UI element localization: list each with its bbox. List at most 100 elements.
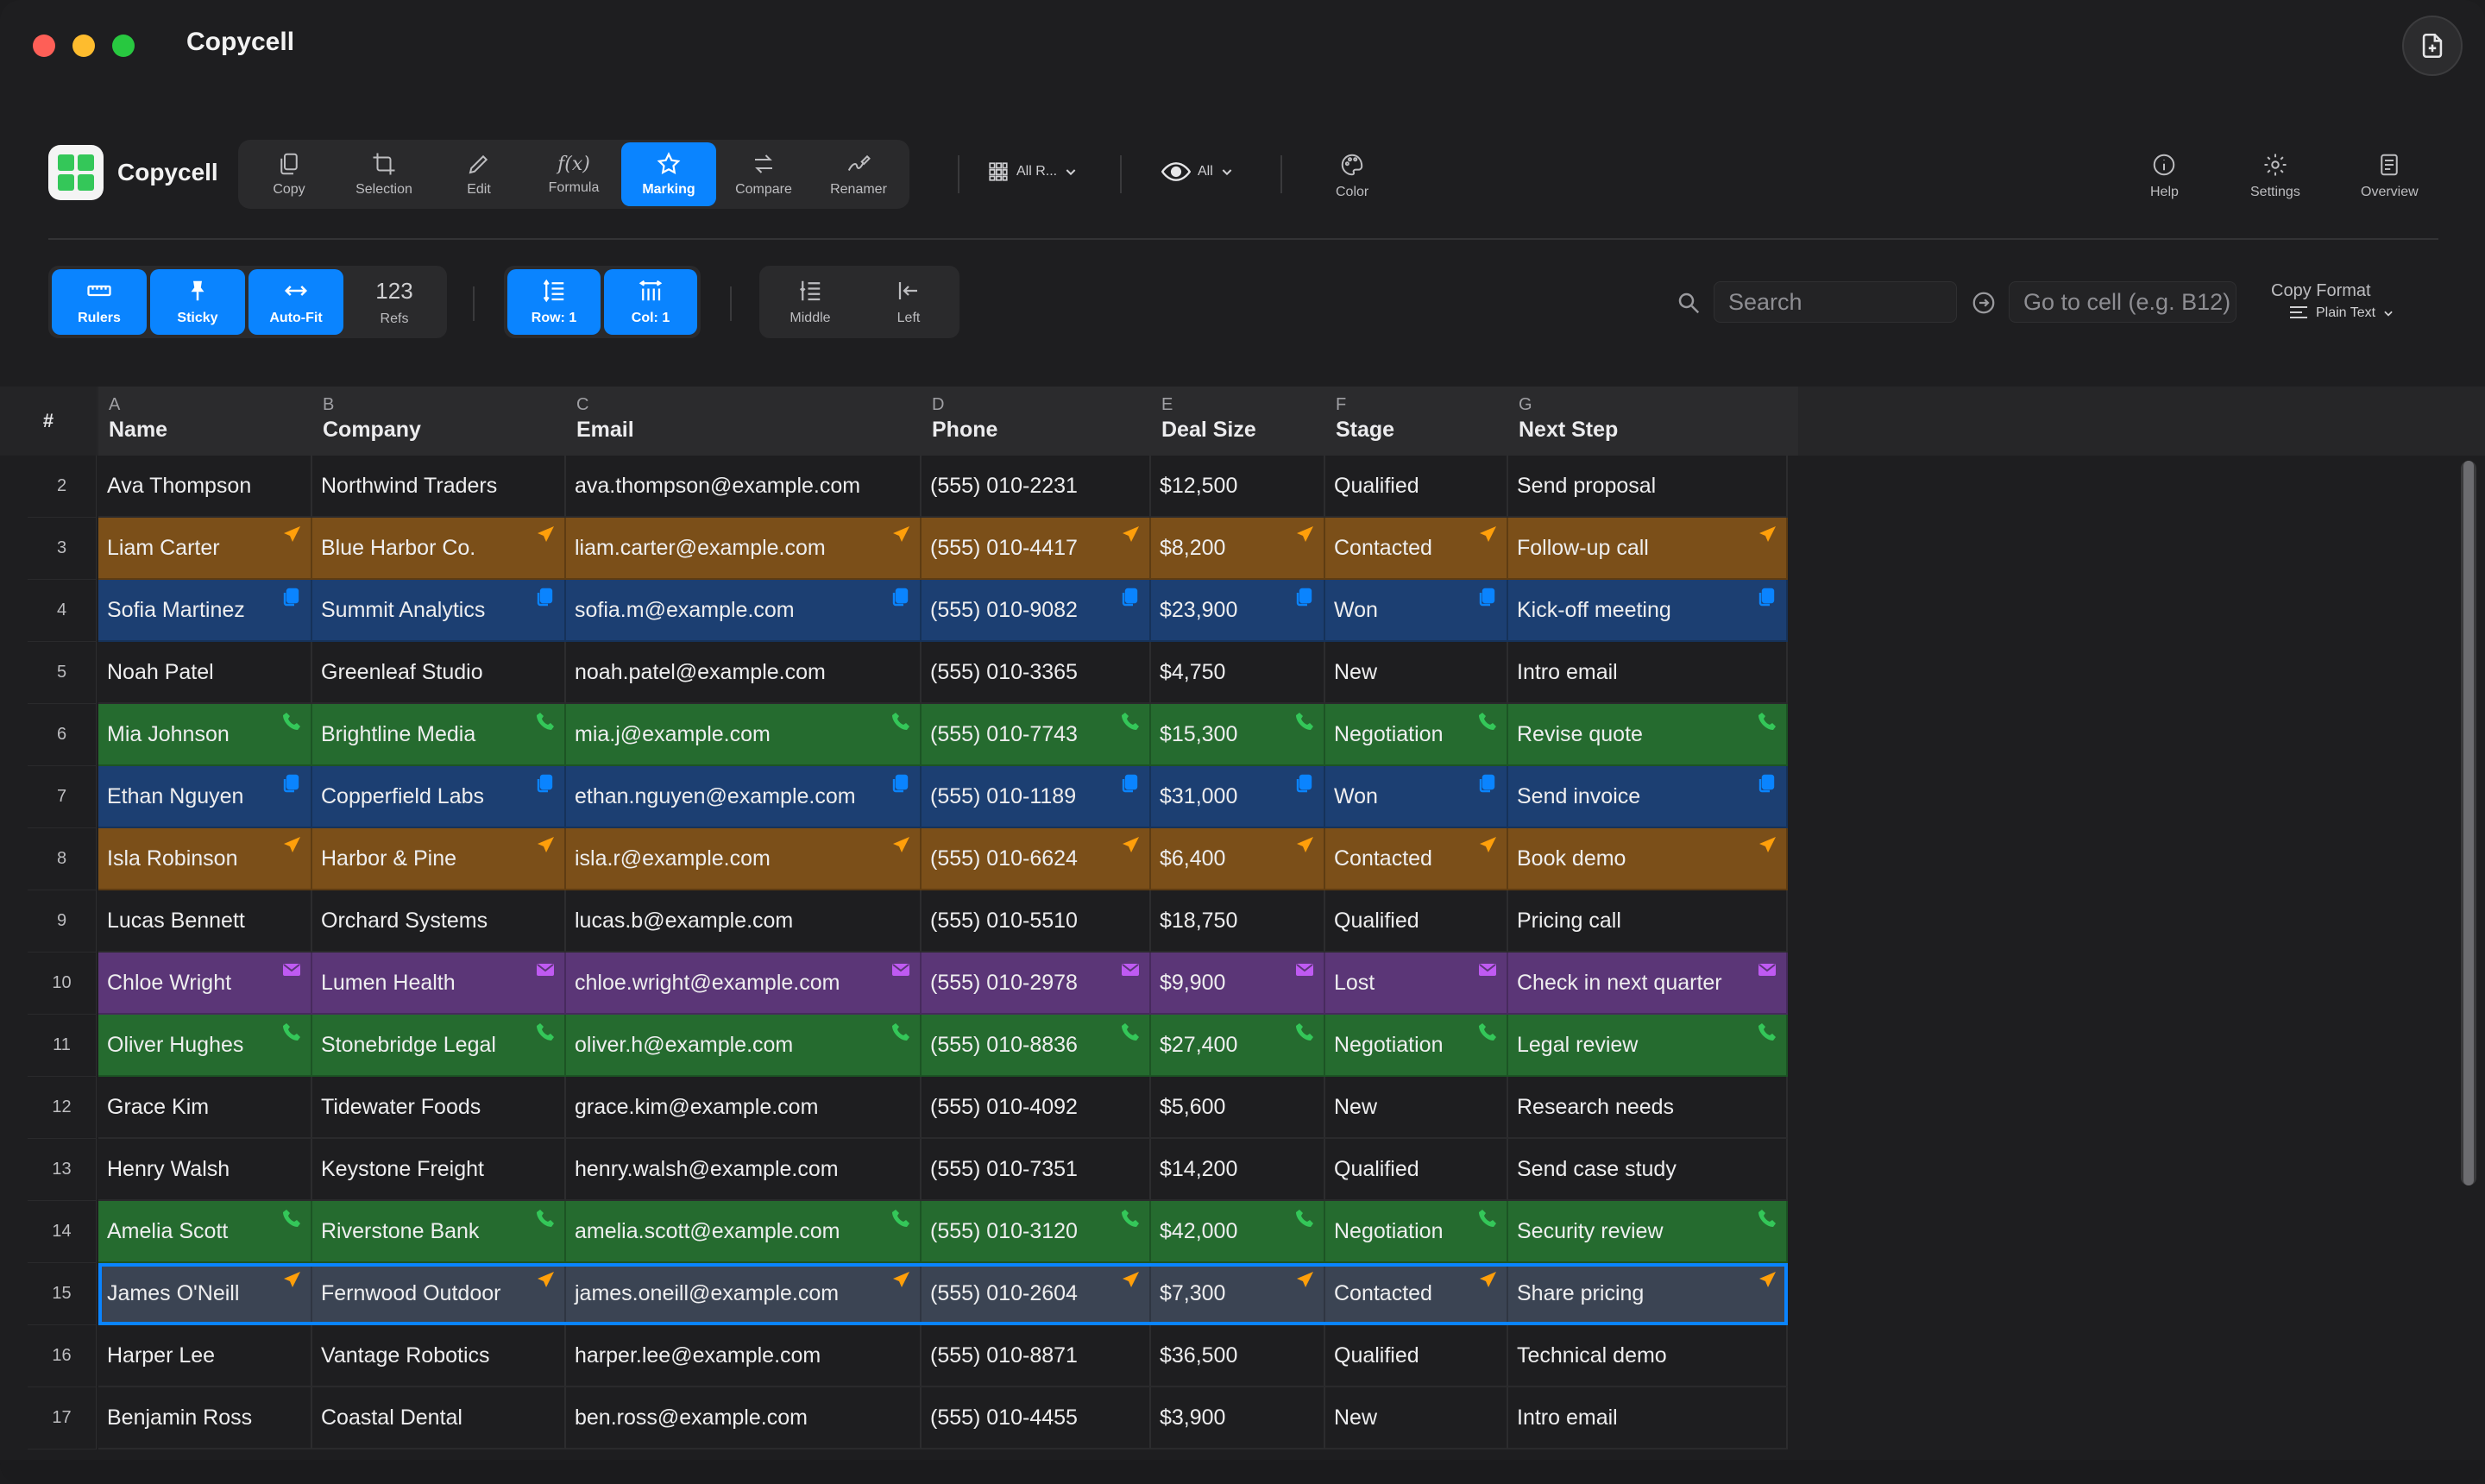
table-cell[interactable]: Pricing call (1508, 890, 1788, 953)
table-cell[interactable]: Coastal Dental (312, 1387, 566, 1449)
table-cell[interactable]: Negotiation (1325, 704, 1508, 766)
table-cell[interactable]: Grace Kim (98, 1077, 312, 1139)
table-cell[interactable]: $27,400 (1151, 1015, 1325, 1077)
align-middle-button[interactable]: Middle (763, 269, 858, 335)
freeze-col-button[interactable]: Col: 1 (604, 269, 697, 335)
table-cell[interactable]: $9,900 (1151, 953, 1325, 1015)
table-cell[interactable]: New (1325, 642, 1508, 704)
table-cell[interactable]: Send invoice (1508, 766, 1788, 828)
selection-tool-button[interactable]: Selection (337, 142, 431, 206)
table-cell[interactable]: Send case study (1508, 1139, 1788, 1201)
table-cell[interactable]: Chloe Wright (98, 953, 312, 1015)
table-cell[interactable]: New (1325, 1077, 1508, 1139)
table-cell[interactable]: Lucas Bennett (98, 890, 312, 953)
table-cell[interactable]: Negotiation (1325, 1015, 1508, 1077)
row-number[interactable]: 5 (28, 642, 97, 704)
row-number[interactable]: 13 (28, 1139, 97, 1201)
table-cell[interactable]: Ava Thompson (98, 456, 312, 518)
table-cell[interactable]: noah.patel@example.com (566, 642, 922, 704)
row-number[interactable]: 4 (28, 580, 97, 642)
column-header[interactable]: C Email (566, 387, 922, 456)
close-window-button[interactable] (33, 35, 55, 57)
table-cell[interactable]: $36,500 (1151, 1325, 1325, 1387)
row-number[interactable]: 2 (28, 456, 97, 518)
rows-filter-dropdown[interactable]: All R... (987, 160, 1078, 183)
table-cell[interactable]: Send proposal (1508, 456, 1788, 518)
table-cell[interactable]: $14,200 (1151, 1139, 1325, 1201)
table-cell[interactable]: (555) 010-1189 (922, 766, 1151, 828)
table-cell[interactable]: Oliver Hughes (98, 1015, 312, 1077)
table-cell[interactable]: Stonebridge Legal (312, 1015, 566, 1077)
table-cell[interactable]: isla.r@example.com (566, 828, 922, 890)
minimize-window-button[interactable] (72, 35, 95, 57)
column-header[interactable]: E Deal Size (1151, 387, 1325, 456)
table-cell[interactable]: (555) 010-3365 (922, 642, 1151, 704)
table-cell[interactable]: Orchard Systems (312, 890, 566, 953)
table-cell[interactable]: Revise quote (1508, 704, 1788, 766)
table-cell[interactable]: (555) 010-8871 (922, 1325, 1151, 1387)
table-cell[interactable]: Intro email (1508, 642, 1788, 704)
row-number[interactable]: 14 (28, 1201, 97, 1263)
column-header[interactable]: F Stage (1325, 387, 1508, 456)
table-cell[interactable]: Isla Robinson (98, 828, 312, 890)
edit-tool-button[interactable]: Edit (431, 142, 526, 206)
table-cell[interactable]: Follow-up call (1508, 518, 1788, 580)
row-number[interactable]: 17 (28, 1387, 97, 1449)
settings-button[interactable]: Settings (2250, 152, 2300, 200)
table-cell[interactable]: (555) 010-6624 (922, 828, 1151, 890)
table-cell[interactable]: $6,400 (1151, 828, 1325, 890)
column-header[interactable]: D Phone (922, 387, 1151, 456)
table-cell[interactable]: (555) 010-7351 (922, 1139, 1151, 1201)
refs-button[interactable]: 123 Refs (347, 269, 442, 335)
table-cell[interactable]: henry.walsh@example.com (566, 1139, 922, 1201)
table-cell[interactable]: Vantage Robotics (312, 1325, 566, 1387)
formula-tool-button[interactable]: f(x) Formula (526, 142, 621, 206)
copy-format-dropdown[interactable]: Plain Text (2288, 305, 2394, 322)
table-cell[interactable]: (555) 010-8836 (922, 1015, 1151, 1077)
table-cell[interactable]: (555) 010-3120 (922, 1201, 1151, 1263)
table-cell[interactable]: Liam Carter (98, 518, 312, 580)
table-cell[interactable]: Northwind Traders (312, 456, 566, 518)
table-cell[interactable]: (555) 010-2604 (922, 1263, 1151, 1325)
table-cell[interactable]: (555) 010-4092 (922, 1077, 1151, 1139)
table-cell[interactable]: Qualified (1325, 890, 1508, 953)
table-cell[interactable]: Negotiation (1325, 1201, 1508, 1263)
table-cell[interactable]: $3,900 (1151, 1387, 1325, 1449)
table-cell[interactable]: Kick-off meeting (1508, 580, 1788, 642)
table-cell[interactable]: (555) 010-4455 (922, 1387, 1151, 1449)
table-cell[interactable]: ben.ross@example.com (566, 1387, 922, 1449)
renamer-tool-button[interactable]: Renamer (811, 142, 906, 206)
goto-cell-field[interactable] (2009, 281, 2236, 323)
row-number[interactable]: 8 (28, 828, 97, 890)
table-cell[interactable]: $23,900 (1151, 580, 1325, 642)
column-header[interactable]: A Name (98, 387, 312, 456)
table-cell[interactable]: Contacted (1325, 518, 1508, 580)
overview-button[interactable]: Overview (2361, 152, 2419, 200)
row-number[interactable]: 16 (28, 1325, 97, 1387)
table-cell[interactable]: Intro email (1508, 1387, 1788, 1449)
table-cell[interactable]: oliver.h@example.com (566, 1015, 922, 1077)
table-cell[interactable]: Won (1325, 580, 1508, 642)
table-cell[interactable]: Fernwood Outdoor (312, 1263, 566, 1325)
table-cell[interactable]: (555) 010-5510 (922, 890, 1151, 953)
table-cell[interactable]: $8,200 (1151, 518, 1325, 580)
table-cell[interactable]: Lost (1325, 953, 1508, 1015)
row-number[interactable]: 11 (28, 1015, 97, 1077)
search-field[interactable] (1714, 281, 1957, 323)
go-arrow-icon[interactable] (1971, 290, 1997, 316)
row-number[interactable]: 12 (28, 1077, 97, 1139)
table-cell[interactable]: james.oneill@example.com (566, 1263, 922, 1325)
table-cell[interactable]: Henry Walsh (98, 1139, 312, 1201)
table-cell[interactable]: New (1325, 1387, 1508, 1449)
table-cell[interactable]: Noah Patel (98, 642, 312, 704)
table-cell[interactable]: Sofia Martinez (98, 580, 312, 642)
table-cell[interactable]: (555) 010-9082 (922, 580, 1151, 642)
scrollbar-thumb[interactable] (2463, 461, 2474, 1185)
table-cell[interactable]: grace.kim@example.com (566, 1077, 922, 1139)
table-cell[interactable]: Blue Harbor Co. (312, 518, 566, 580)
table-cell[interactable]: (555) 010-2231 (922, 456, 1151, 518)
table-cell[interactable]: $15,300 (1151, 704, 1325, 766)
table-cell[interactable]: lucas.b@example.com (566, 890, 922, 953)
table-cell[interactable]: Qualified (1325, 456, 1508, 518)
table-cell[interactable]: Amelia Scott (98, 1201, 312, 1263)
